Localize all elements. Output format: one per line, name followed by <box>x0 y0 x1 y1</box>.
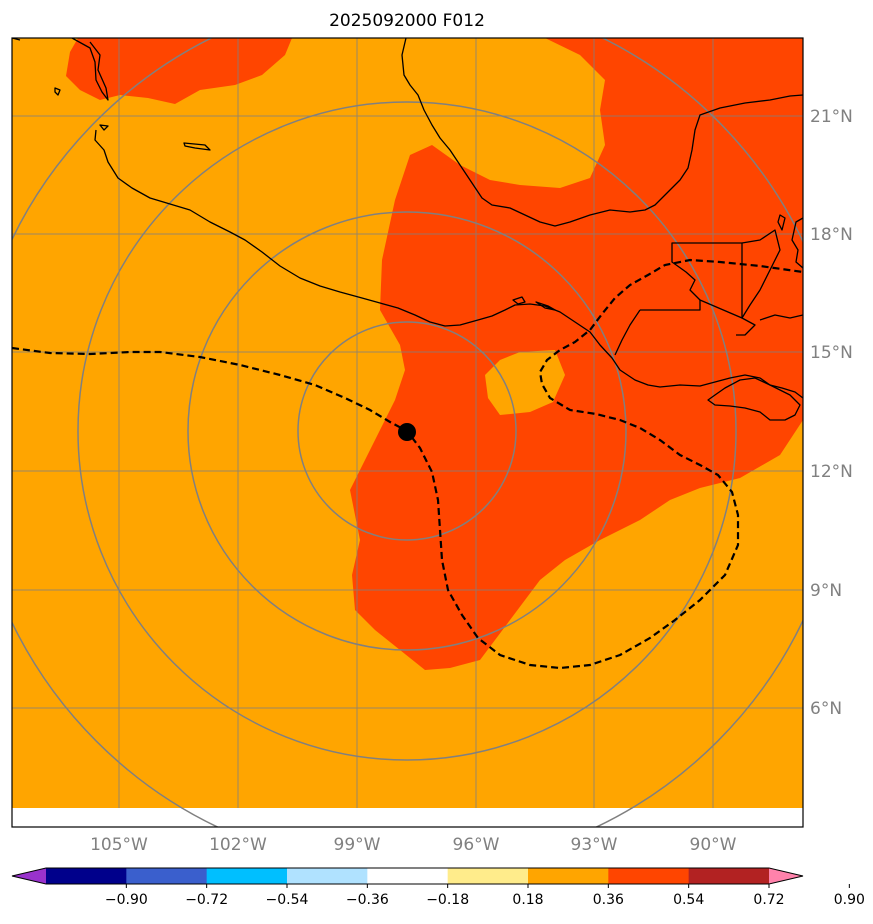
field-shading-red-main <box>350 38 803 670</box>
range-ring-1 <box>297 321 517 541</box>
range-ring-3 <box>77 101 737 761</box>
colorbar-segment <box>206 868 288 884</box>
colorbar-segment <box>287 868 368 884</box>
map-frame <box>11 37 804 828</box>
colorbar-segment <box>528 868 609 884</box>
field-shading-red-topleft <box>66 38 292 104</box>
colorbar-tick-label: 0.72 <box>753 892 784 908</box>
colorbar-extend-high <box>769 868 803 884</box>
colorbar-tick-label: −0.72 <box>185 892 228 908</box>
colorbar-tick-label: 0.90 <box>834 892 865 908</box>
lon-label: 93°W <box>571 835 618 855</box>
longitude-labels: 105°W 102°W 99°W 96°W 93°W 90°W <box>90 835 737 855</box>
range-rings <box>12 38 803 827</box>
map-bottom-blank <box>12 808 803 827</box>
colorbar-tick-label: −0.18 <box>426 892 469 908</box>
map-area <box>12 38 803 827</box>
lon-label: 105°W <box>90 835 148 855</box>
lat-label: 9°N <box>810 581 842 601</box>
lat-label: 18°N <box>810 225 853 245</box>
storm-center-marker <box>398 423 416 441</box>
colorbar-tick-label: −0.36 <box>346 892 389 908</box>
colorbar-tick-label: 0.36 <box>593 892 624 908</box>
colorbar-extend-low <box>12 868 46 884</box>
colorbar-segment <box>688 868 770 884</box>
lon-label: 99°W <box>334 835 381 855</box>
lat-label: 6°N <box>810 699 842 719</box>
lat-label: 15°N <box>810 343 853 363</box>
colorbar-segment <box>46 868 127 884</box>
latitude-labels: 21°N 18°N 15°N 12°N 9°N 6°N <box>810 107 853 719</box>
colorbar-segment <box>367 868 449 884</box>
colorbar: −0.90 −0.72 −0.54 −0.36 −0.18 0.18 0.36 0.54 0.7… <box>11 867 865 908</box>
figure-title: 2025092000 F012 <box>329 11 485 31</box>
lon-label: 90°W <box>690 835 737 855</box>
colorbar-segment <box>608 868 690 884</box>
range-ring-2 <box>187 211 627 651</box>
forecast-track <box>12 258 803 670</box>
lat-label: 21°N <box>810 107 853 127</box>
colorbar-tick-label: 0.18 <box>512 892 543 908</box>
colorbar-segment <box>126 868 208 884</box>
lat-label: 12°N <box>810 462 853 482</box>
colorbar-tick-label: 0.54 <box>673 892 704 908</box>
colorbar-segment <box>447 868 529 884</box>
colorbar-tick-label: −0.90 <box>105 892 148 908</box>
lon-label: 102°W <box>209 835 267 855</box>
colorbar-tick-label: −0.54 <box>266 892 309 908</box>
colorbar-outline <box>11 867 804 885</box>
lon-label: 96°W <box>453 835 500 855</box>
